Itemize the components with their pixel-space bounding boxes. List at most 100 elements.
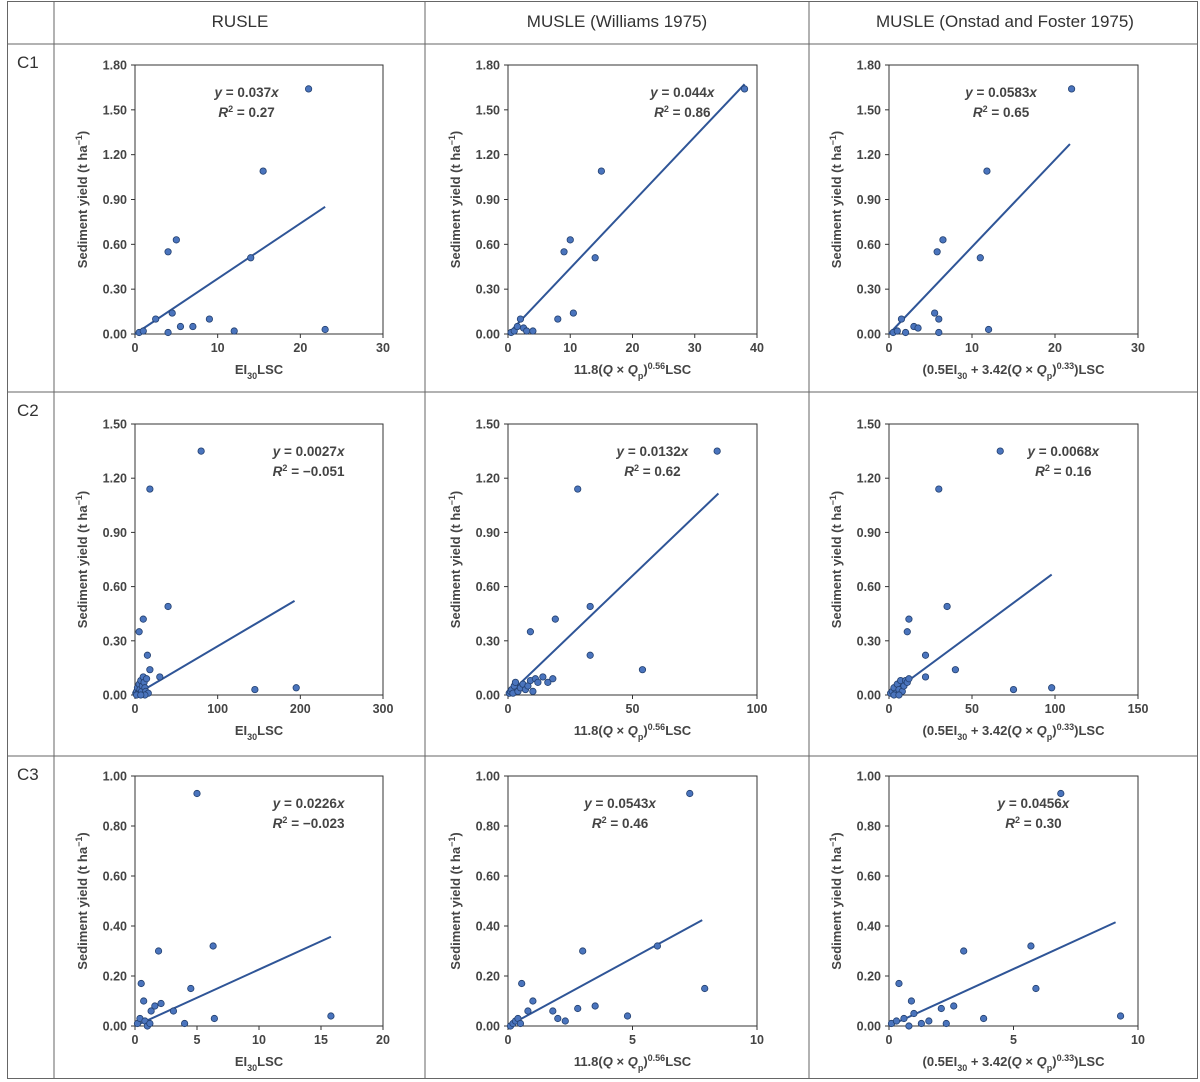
y-tick-label: 0.00 — [857, 689, 881, 703]
x-tick-label: 0 — [132, 1033, 139, 1047]
data-point — [591, 254, 599, 262]
r-squared-text: R2 = 0.65 — [973, 104, 1030, 120]
r-squared-text: R2 = 0.86 — [654, 104, 711, 120]
x-tick-label: 10 — [211, 341, 225, 355]
data-point — [935, 315, 943, 323]
y-tick-label: 0.00 — [103, 689, 127, 703]
data-point — [151, 1002, 159, 1010]
data-point — [586, 602, 594, 611]
x-axis-label: 11.8(Q × Qp)0.56LSC — [574, 361, 692, 381]
x-tick-label: 0 — [132, 341, 139, 355]
x-tick-label: 300 — [373, 702, 394, 716]
y-tick-label: 1.20 — [857, 472, 881, 486]
panel-C3-Onstad: 0.00 0.20 0.40 0.60 0.80 1.00 0 5 10 Sediment yie… — [828, 770, 1145, 1074]
equation-text: y = 0.037x — [213, 85, 279, 100]
data-point — [526, 628, 535, 636]
data-point — [140, 997, 148, 1005]
regression-line — [507, 919, 703, 1027]
data-point — [623, 1012, 632, 1020]
data-point — [893, 327, 901, 335]
x-axis-label: EI30LSC — [235, 1054, 284, 1073]
equation-text: y = 0.0226x — [272, 796, 345, 811]
y-tick-label: 0.90 — [103, 526, 127, 540]
data-point — [983, 167, 991, 175]
x-tick-label: 0 — [886, 341, 893, 355]
y-tick-label: 1.50 — [857, 103, 881, 117]
equation-text: y = 0.0583x — [964, 85, 1037, 100]
x-tick-label: 0 — [505, 702, 512, 716]
x-tick-label: 30 — [688, 341, 702, 355]
y-tick-label: 0.00 — [103, 328, 127, 342]
data-point — [892, 1017, 901, 1025]
y-tick-label: 1.00 — [103, 770, 127, 784]
data-point — [905, 615, 913, 623]
y-tick-label: 0.20 — [857, 970, 881, 984]
data-point — [523, 327, 531, 335]
data-point — [152, 315, 160, 323]
regression-line — [134, 599, 296, 696]
y-tick-label: 0.90 — [857, 526, 881, 540]
data-point — [586, 651, 594, 659]
data-point — [560, 248, 568, 256]
data-point — [529, 997, 537, 1005]
x-tick-label: 200 — [290, 702, 311, 716]
r-squared-text: R2 = 0.30 — [1005, 815, 1061, 831]
data-point — [914, 324, 922, 332]
data-point — [529, 687, 537, 695]
regression-line — [888, 143, 1071, 335]
row-label-c1: C1 — [17, 53, 39, 72]
data-point — [554, 315, 562, 323]
regression-line — [134, 935, 332, 1027]
y-tick-label: 0.30 — [103, 283, 127, 297]
equation-text: y = 0.0456x — [997, 796, 1070, 811]
data-point — [937, 1004, 945, 1013]
data-point — [146, 666, 154, 674]
plot-frame — [888, 775, 1139, 1027]
regression-line — [507, 83, 746, 335]
data-point — [935, 328, 943, 337]
y-axis-label: Sediment yield (t ha−1) — [828, 131, 844, 268]
data-point — [143, 651, 151, 659]
x-tick-label: 20 — [626, 341, 640, 355]
x-tick-label: 50 — [626, 702, 640, 716]
y-tick-label: 0.40 — [103, 920, 127, 934]
data-point — [292, 684, 300, 692]
data-point — [193, 789, 201, 798]
data-point — [897, 315, 906, 323]
data-point — [146, 485, 154, 493]
y-axis-label: Sediment yield (t ha−1) — [447, 131, 463, 268]
y-tick-label: 0.20 — [476, 970, 500, 984]
x-tick-label: 15 — [314, 1033, 328, 1047]
data-point — [1116, 1012, 1125, 1020]
data-point — [895, 691, 903, 699]
y-tick-label: 1.50 — [476, 103, 500, 117]
data-point — [561, 1017, 569, 1025]
x-tick-label: 20 — [376, 1033, 390, 1047]
x-tick-label: 0 — [886, 1033, 893, 1047]
y-tick-label: 0.00 — [103, 1020, 127, 1034]
scatter-panels: 0.00 0.30 0.60 0.90 1.20 1.50 1.80 0 10 20 30 Sedim… — [74, 59, 1148, 1074]
data-point — [903, 628, 911, 636]
x-tick-label: 0 — [505, 1033, 512, 1047]
row-label-c3: C3 — [17, 765, 39, 784]
plot-frame — [888, 423, 1139, 696]
x-tick-label: 100 — [747, 702, 768, 716]
data-point — [210, 1014, 218, 1023]
data-point — [638, 666, 647, 674]
data-point — [933, 248, 941, 256]
x-tick-label: 10 — [1131, 1033, 1145, 1047]
data-point — [172, 236, 180, 244]
r-squared-text: R2 = −0.051 — [273, 463, 345, 479]
y-tick-label: 0.30 — [476, 634, 500, 648]
regression-line — [507, 492, 720, 696]
equation-text: y = 0.0543x — [583, 796, 656, 811]
plot-frame — [134, 775, 384, 1027]
panel-C3-RUSLE: 0.00 0.20 0.40 0.60 0.80 1.00 0 5 10 15 20 Sediment… — [74, 770, 390, 1074]
y-tick-label: 1.80 — [103, 59, 127, 73]
data-point — [554, 1014, 562, 1023]
data-point — [176, 322, 185, 331]
data-point — [516, 315, 525, 323]
data-point — [960, 947, 968, 955]
data-point — [1068, 85, 1076, 93]
data-point — [996, 447, 1004, 455]
